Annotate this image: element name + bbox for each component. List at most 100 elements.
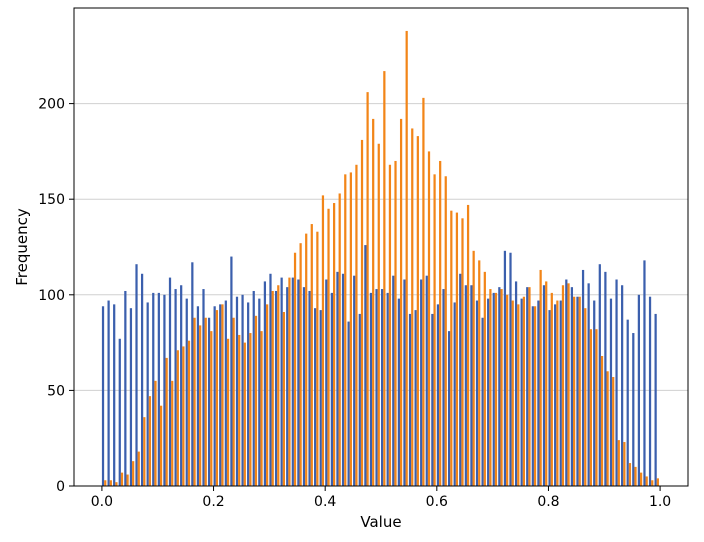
bar-series-1 xyxy=(453,302,456,486)
bar-series-1 xyxy=(420,279,423,486)
bar-series-1 xyxy=(140,273,144,486)
bar-series-2 xyxy=(104,480,107,486)
bar-series-2 xyxy=(171,380,174,486)
bar-series-1 xyxy=(397,298,400,486)
bar-series-1 xyxy=(107,300,110,486)
bar-series-2 xyxy=(193,317,196,486)
bar-series-2 xyxy=(288,277,291,486)
bar-series-1 xyxy=(146,302,149,486)
bar-series-2 xyxy=(617,440,620,486)
x-tick-label: 0.6 xyxy=(426,494,448,510)
bar-series-2 xyxy=(271,290,274,486)
bar-series-1 xyxy=(447,331,451,486)
bar-series-1 xyxy=(325,279,328,486)
bar-series-2 xyxy=(182,346,185,486)
bar-series-1 xyxy=(386,292,389,486)
bar-series-2 xyxy=(511,300,514,486)
bar-series-2 xyxy=(478,260,481,486)
bar-series-1 xyxy=(369,292,373,486)
bar-series-1 xyxy=(481,317,484,486)
bar-series-1 xyxy=(364,245,367,486)
bar-series-2 xyxy=(321,195,325,486)
bar-series-2 xyxy=(215,310,219,486)
bar-series-2 xyxy=(561,285,565,486)
bar-series-2 xyxy=(628,463,632,486)
bar-series-1 xyxy=(314,308,317,486)
bar-series-2 xyxy=(444,176,447,487)
bar-series-1 xyxy=(637,294,640,486)
bar-series-2 xyxy=(277,285,280,486)
y-tick-label: 50 xyxy=(47,383,65,399)
bar-series-1 xyxy=(436,304,440,486)
bar-series-2 xyxy=(316,231,319,486)
bar-series-2 xyxy=(439,160,442,486)
bar-series-2 xyxy=(254,315,258,486)
bar-series-1 xyxy=(258,298,261,486)
bar-series-1 xyxy=(459,273,462,486)
bar-series-2 xyxy=(461,218,464,486)
bar-series-1 xyxy=(336,271,339,486)
bar-series-2 xyxy=(573,296,576,486)
bar-series-1 xyxy=(224,300,227,486)
bar-series-2 xyxy=(545,281,548,486)
bar-series-2 xyxy=(567,283,570,486)
bar-series-1 xyxy=(470,285,473,486)
bar-series-2 xyxy=(260,331,263,486)
bar-series-2 xyxy=(394,160,397,486)
bar-series-1 xyxy=(520,298,523,486)
bar-series-1 xyxy=(291,277,294,486)
bar-series-1 xyxy=(498,287,501,486)
bar-series-1 xyxy=(548,310,551,486)
bar-series-1 xyxy=(330,292,333,486)
bar-series-2 xyxy=(305,233,308,486)
bar-series-1 xyxy=(514,281,518,486)
bar-series-1 xyxy=(375,289,378,486)
bar-series-2 xyxy=(176,350,179,486)
bar-series-2 xyxy=(137,451,140,486)
bar-series-1 xyxy=(180,285,183,486)
bar-series-2 xyxy=(132,461,135,486)
bar-series-2 xyxy=(199,325,202,486)
bar-series-1 xyxy=(587,283,590,486)
bar-series-1 xyxy=(274,290,278,486)
bar-series-1 xyxy=(442,289,445,486)
y-tick-label: 200 xyxy=(38,97,65,113)
bar-series-1 xyxy=(241,294,244,486)
bar-series-1 xyxy=(475,300,479,486)
bar-series-1 xyxy=(542,285,546,486)
bar-series-2 xyxy=(483,271,486,486)
bar-series-1 xyxy=(191,262,194,486)
bar-series-1 xyxy=(381,289,384,486)
bar-series-2 xyxy=(355,164,358,486)
bar-series-1 xyxy=(113,304,116,486)
bar-series-2 xyxy=(595,329,598,486)
bar-series-2 xyxy=(266,304,269,486)
bar-series-2 xyxy=(243,342,246,486)
ticks: 0 50 100 150 200 0.0 0.2 0.4 0.6 0.8 1.0 xyxy=(38,97,671,510)
bar-series-2 xyxy=(165,357,168,486)
bar-series-1 xyxy=(576,296,579,486)
bar-series-1 xyxy=(353,275,356,486)
bar-series-1 xyxy=(308,290,311,486)
bar-series-1 xyxy=(230,256,233,486)
bar-series-2 xyxy=(221,304,224,486)
bar-series-2 xyxy=(115,482,118,486)
bar-series-1 xyxy=(269,273,272,486)
bar-series-2 xyxy=(416,136,419,486)
bar-series-2 xyxy=(450,210,453,486)
bar-series-2 xyxy=(639,472,643,486)
x-tick-label: 0.2 xyxy=(202,494,224,510)
bar-series-2 xyxy=(634,466,637,486)
bar-series-2 xyxy=(344,174,347,486)
bar-series-2 xyxy=(517,304,520,486)
bar-series-1 xyxy=(408,313,412,486)
bar-series-1 xyxy=(196,306,200,486)
bar-series-1 xyxy=(503,250,507,486)
bar-series-2 xyxy=(584,308,587,486)
bar-series-1 xyxy=(565,279,568,486)
bar-series-2 xyxy=(232,317,235,486)
bar-series-2 xyxy=(399,118,403,487)
bar-series-2 xyxy=(589,329,592,486)
y-tick-label: 150 xyxy=(38,192,65,208)
x-tick-label: 0.4 xyxy=(314,494,336,510)
